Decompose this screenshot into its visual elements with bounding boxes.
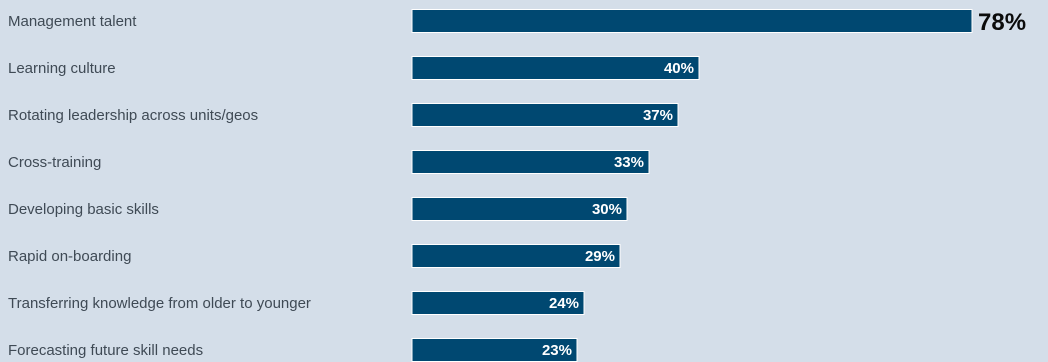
bar [411,291,585,315]
bar [411,9,973,33]
value-label: 40% [664,60,694,77]
value-label: 37% [643,107,673,124]
value-label: 29% [585,248,615,265]
category-label: Rapid on-boarding [8,248,131,265]
category-label: Cross-training [8,154,101,171]
value-label: 33% [614,154,644,171]
category-label: Developing basic skills [8,201,159,218]
bar [411,197,628,221]
bar [411,103,679,127]
value-label: 24% [549,295,579,312]
bar [411,244,621,268]
bars [411,9,973,362]
value-label: 23% [542,342,572,359]
value-label: 30% [592,201,622,218]
category-label: Management talent [8,13,137,30]
category-label: Learning culture [8,60,116,77]
value-labels: 78% 40% 37% 33% 30% 29% 24% 23% [542,9,1026,359]
category-label: Transferring knowledge from older to you… [8,295,311,312]
category-label: Forecasting future skill needs [8,342,203,359]
category-label: Rotating leadership across units/geos [8,107,258,124]
bar [411,56,700,80]
bar [411,150,650,174]
value-label: 78% [978,9,1026,36]
category-labels: Management talent Learning culture Rotatin… [8,13,311,359]
